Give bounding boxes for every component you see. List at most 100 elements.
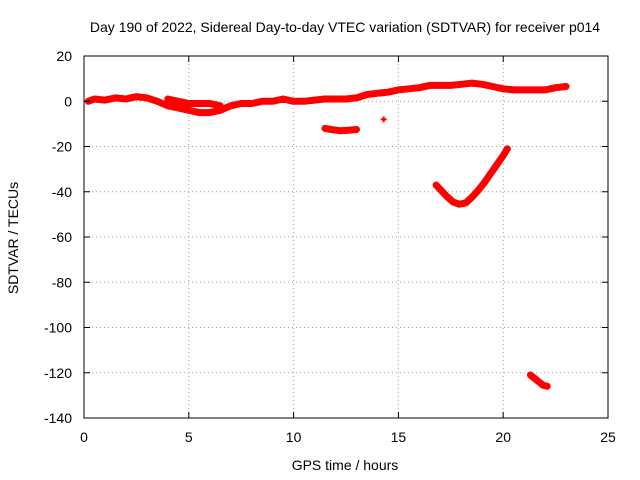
data-point	[345, 127, 352, 134]
series-segment-c	[321, 124, 360, 135]
y-tick-label: -60	[52, 229, 72, 245]
data-point	[563, 83, 570, 90]
data-point	[227, 102, 234, 109]
data-point	[343, 95, 349, 102]
y-tick-label: -120	[44, 365, 72, 381]
data-point	[544, 383, 551, 390]
y-tick-label: -80	[52, 274, 72, 290]
data-point	[328, 126, 335, 133]
data-point	[500, 85, 507, 92]
data-point	[353, 126, 360, 133]
data-point	[416, 84, 423, 91]
x-tick-label: 5	[185, 429, 193, 445]
data-point	[479, 81, 486, 88]
data-point	[353, 94, 360, 101]
data-point	[269, 98, 276, 105]
data-point	[540, 382, 547, 389]
data-points	[84, 79, 570, 390]
data-point	[426, 82, 433, 89]
data-point	[475, 187, 482, 194]
data-point	[363, 91, 370, 98]
data-point	[487, 170, 494, 177]
chart-title: Day 190 of 2022, Sidereal Day-to-day VTE…	[90, 19, 600, 35]
data-point	[504, 145, 511, 152]
x-tick-label: 15	[391, 429, 407, 445]
data-point	[458, 81, 465, 88]
series-segment-b	[164, 95, 224, 110]
data-point	[332, 95, 339, 102]
data-point	[380, 116, 387, 123]
data-point	[456, 201, 463, 208]
data-point	[112, 94, 119, 101]
data-point	[447, 82, 454, 89]
x-tick-label: 10	[286, 429, 302, 445]
x-tick-label: 20	[495, 429, 511, 445]
data-point	[449, 198, 456, 205]
data-point	[248, 100, 255, 107]
series-segment-a	[84, 79, 570, 117]
series-segment-e	[432, 145, 511, 208]
data-point	[175, 98, 182, 105]
data-point	[154, 98, 161, 105]
y-axis-label: SDTVAR / TECUs	[5, 182, 21, 294]
data-point	[384, 89, 391, 96]
data-point	[468, 80, 475, 87]
data-point	[101, 97, 108, 104]
data-point	[122, 95, 129, 102]
data-point	[91, 95, 98, 102]
data-point	[322, 95, 329, 102]
data-point	[493, 161, 500, 168]
y-tick-label: -20	[52, 139, 72, 155]
data-point	[217, 102, 224, 109]
series-segment-f	[526, 371, 551, 390]
grid	[84, 56, 608, 418]
data-point	[143, 94, 150, 101]
axis-ticks: 0 5 10 15 20 25 20 0 -20 -40 -60 -80 -100 -120 -140	[44, 48, 616, 445]
data-point	[437, 186, 444, 193]
data-point	[535, 378, 542, 385]
data-point	[542, 86, 549, 93]
data-point	[290, 98, 297, 105]
data-point	[462, 200, 469, 207]
data-point	[336, 127, 343, 134]
y-tick-label: 0	[64, 93, 72, 109]
data-point	[481, 179, 488, 186]
data-point	[552, 84, 559, 91]
data-point	[259, 98, 266, 105]
data-point	[311, 97, 318, 104]
data-point	[175, 105, 182, 112]
x-axis-label: GPS time / hours	[292, 457, 399, 473]
data-point	[206, 109, 213, 116]
series-segment-d	[380, 116, 387, 123]
data-point	[468, 194, 475, 201]
data-point	[164, 102, 171, 109]
data-point	[196, 109, 203, 116]
data-point	[437, 82, 444, 89]
y-tick-label: -100	[44, 320, 72, 336]
data-point	[531, 86, 538, 93]
data-point	[280, 95, 287, 102]
data-point	[395, 86, 402, 93]
data-point	[405, 85, 412, 92]
data-point	[185, 107, 192, 114]
data-point	[489, 83, 496, 90]
plot-frame	[83, 55, 609, 419]
data-point	[510, 86, 517, 93]
data-point	[206, 100, 213, 107]
x-tick-label: 0	[80, 429, 88, 445]
data-point	[521, 86, 528, 93]
data-point	[527, 372, 534, 379]
data-point	[164, 95, 171, 102]
data-point	[443, 193, 450, 200]
data-point	[500, 152, 507, 159]
x-tick-label: 25	[600, 429, 616, 445]
data-point	[433, 181, 440, 188]
data-point	[185, 100, 192, 107]
y-tick-label: -140	[44, 410, 72, 426]
data-point	[374, 90, 381, 97]
data-point	[133, 93, 140, 100]
data-point	[301, 98, 308, 105]
data-point	[531, 375, 538, 382]
data-point	[196, 100, 203, 107]
